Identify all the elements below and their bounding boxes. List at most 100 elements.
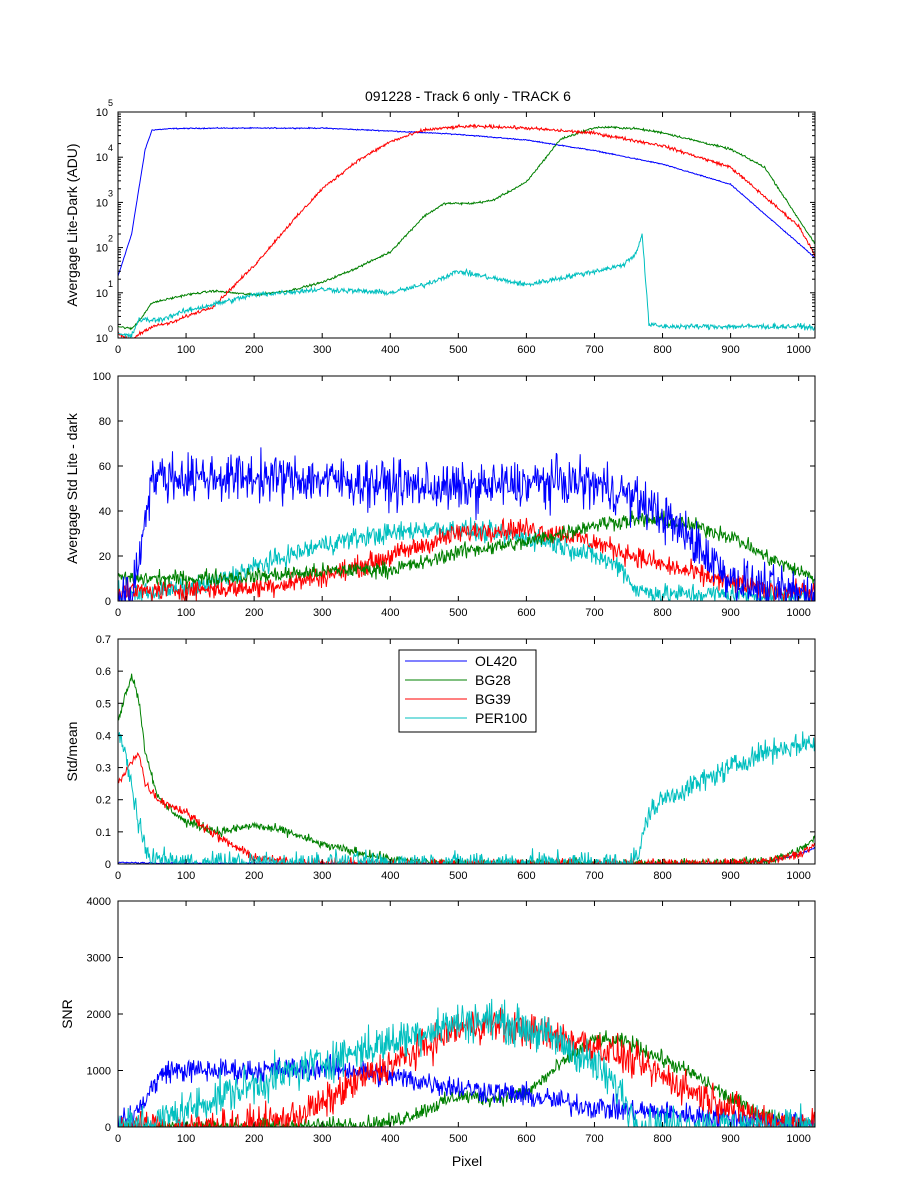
legend-label-bg39: BG39 <box>475 691 511 707</box>
snr-xtick-label: 900 <box>721 1133 739 1145</box>
ratio-xtick-label: 400 <box>381 870 399 882</box>
mean-ytick-exponent: 0 <box>108 324 113 334</box>
snr-xtick-label: 600 <box>517 1133 535 1145</box>
ratio-ytick-label: 0.6 <box>96 666 111 678</box>
ratio-xtick-label: 0 <box>115 870 121 882</box>
std-ytick-label: 20 <box>99 551 111 563</box>
std-line-ol420 <box>118 447 815 601</box>
std-xtick-label: 800 <box>653 607 671 619</box>
legend-label-ol420: OL420 <box>475 653 517 669</box>
snr-xtick-label: 200 <box>245 1133 263 1145</box>
mean-ytick-exponent: 2 <box>108 234 113 244</box>
mean-ytick-exponent: 1 <box>108 279 113 289</box>
ratio-ytick-label: 0 <box>105 859 111 871</box>
mean-xtick-label: 400 <box>381 344 399 356</box>
std-ytick-label: 0 <box>105 596 111 608</box>
std-xtick-label: 500 <box>449 607 467 619</box>
snr-xtick-label: 800 <box>653 1133 671 1145</box>
snr-panel: 0 100 200 300 400 500 600 700 800 900 1000 0 1000 200… <box>59 896 816 1145</box>
mean-line-bg28 <box>118 125 815 331</box>
std-xtick-label: 600 <box>517 607 535 619</box>
std-series-group <box>118 447 815 601</box>
ratio-ytick-label: 0.4 <box>96 730 111 742</box>
std-ytick-label: 100 <box>93 371 111 383</box>
mean-ytick-label: 10 <box>96 333 108 345</box>
ratio-xtick-label: 800 <box>653 870 671 882</box>
ratio-xtick-label: 1000 <box>786 870 810 882</box>
mean-xtick-label: 900 <box>721 344 739 356</box>
std-xtick-label: 1000 <box>786 607 810 619</box>
ratio-line-per100 <box>118 731 815 864</box>
std-ytick-label: 60 <box>99 461 111 473</box>
snr-xtick-label: 1000 <box>786 1133 810 1145</box>
snr-ytick-label: 2000 <box>87 1009 111 1021</box>
mean-panel: 0 100 200 300 400 500 600 700 800 900 100010010110… <box>64 98 816 356</box>
mean-ytick-label: 10 <box>96 197 108 209</box>
ratio-y-axis-label: Std/mean <box>64 722 80 782</box>
mean-axes-box <box>117 111 816 339</box>
ratio-xtick-label: 700 <box>585 870 603 882</box>
mean-xtick-label: 100 <box>177 344 195 356</box>
mean-xtick-label: 600 <box>517 344 535 356</box>
ratio-xtick-label: 500 <box>449 870 467 882</box>
mean-ytick-exponent: 5 <box>108 98 113 108</box>
std-y-axis-label: Avergage Std Lite - dark <box>64 412 80 564</box>
snr-xtick-label: 400 <box>381 1133 399 1145</box>
mean-xtick-label: 1000 <box>786 344 810 356</box>
mean-ytick-label: 10 <box>96 243 108 255</box>
std-line-bg39 <box>118 517 815 601</box>
std-xtick-label: 300 <box>313 607 331 619</box>
mean-xtick-label: 300 <box>313 344 331 356</box>
figure-title: 091228 - Track 6 only - TRACK 6 <box>365 88 571 104</box>
x-axis-label: Pixel <box>452 1153 482 1169</box>
legend-label-per100: PER100 <box>475 710 527 726</box>
mean-xtick-label: 800 <box>653 344 671 356</box>
mean-xtick-label: 500 <box>449 344 467 356</box>
snr-ytick-label: 3000 <box>87 953 111 965</box>
std-xtick-label: 0 <box>115 607 121 619</box>
mean-ytick-label: 10 <box>96 288 108 300</box>
std-xtick-label: 200 <box>245 607 263 619</box>
snr-series-group <box>118 998 815 1127</box>
ratio-ytick-label: 0.5 <box>96 698 111 710</box>
mean-xtick-label: 200 <box>245 344 263 356</box>
snr-xtick-label: 100 <box>177 1133 195 1145</box>
ratio-xtick-label: 900 <box>721 870 739 882</box>
std-xtick-label: 100 <box>177 607 195 619</box>
mean-line-bg39 <box>118 123 815 338</box>
ratio-axes-box <box>117 638 816 865</box>
mean-series-group <box>118 123 815 338</box>
mean-xtick-label: 0 <box>115 344 121 356</box>
ratio-ytick-label: 0.2 <box>96 795 111 807</box>
ratio-ytick-label: 0.3 <box>96 763 111 775</box>
snr-xtick-label: 300 <box>313 1133 331 1145</box>
panels: 0 100 200 300 400 500 600 700 800 900 100010010110… <box>59 98 816 1145</box>
snr-xtick-label: 0 <box>115 1133 121 1145</box>
ratio-xtick-label: 100 <box>177 870 195 882</box>
ratio-xtick-label: 200 <box>245 870 263 882</box>
ratio-ytick-label: 0.7 <box>96 634 111 646</box>
std-xtick-label: 900 <box>721 607 739 619</box>
std-ytick-label: 40 <box>99 506 111 518</box>
std-axes-box <box>117 375 816 602</box>
mean-ytick-exponent: 3 <box>108 188 113 198</box>
std-xtick-label: 700 <box>585 607 603 619</box>
mean-ytick-label: 10 <box>96 152 108 164</box>
legend: OL420 BG28 BG39 PER100 <box>398 649 537 733</box>
legend-label-bg28: BG28 <box>475 672 511 688</box>
snr-line-per100 <box>118 998 815 1127</box>
mean-ytick-label: 10 <box>96 107 108 119</box>
snr-xtick-label: 500 <box>449 1133 467 1145</box>
std-ytick-label: 80 <box>99 416 111 428</box>
mean-y-axis-label: Avergage Lite-Dark (ADU) <box>64 143 80 306</box>
std-panel: 0 100 200 300 400 500 600 700 800 900 1000 0 20 40 60 8… <box>64 371 816 619</box>
ratio-xtick-label: 600 <box>517 870 535 882</box>
mean-line-per100 <box>118 233 815 338</box>
mean-xtick-label: 700 <box>585 344 603 356</box>
snr-xtick-label: 700 <box>585 1133 603 1145</box>
snr-ytick-label: 0 <box>105 1122 111 1134</box>
std-xtick-label: 400 <box>381 607 399 619</box>
snr-ytick-label: 1000 <box>87 1066 111 1078</box>
